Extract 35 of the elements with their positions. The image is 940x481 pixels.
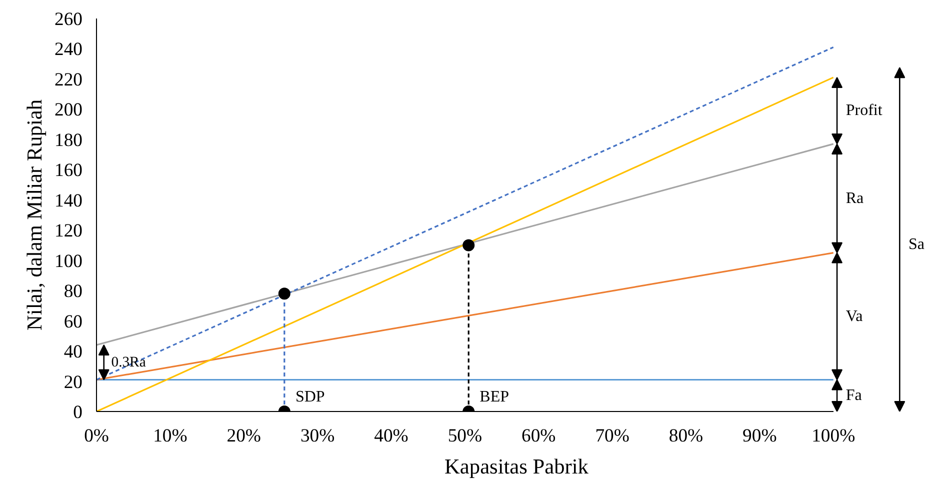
x-tick-label: 90% — [742, 426, 777, 446]
y-axis-title: Nilai, dalam Miliar Rupiah — [22, 99, 47, 331]
y-tick-label: 180 — [54, 130, 82, 151]
y-tick-label: 80 — [64, 281, 82, 302]
x-tick-label: 80% — [668, 426, 704, 446]
y-tick-label: 220 — [54, 69, 82, 90]
y-tick-label: 260 — [54, 9, 82, 30]
y-tick-label: 60 — [64, 311, 82, 332]
y-tick-label: 20 — [64, 372, 82, 393]
y-tick-label: 120 — [54, 220, 82, 242]
annotation: BEP — [480, 388, 510, 406]
x-tick-label: 70% — [595, 426, 630, 446]
x-tick-label: 40% — [374, 426, 408, 446]
y-tick-label: 40 — [64, 342, 82, 363]
x-tick-label: 100% — [812, 426, 856, 446]
x-tick-label: 0% — [84, 426, 109, 446]
annotation: 0.3Ra — [111, 354, 146, 370]
x-tick-label: 10% — [153, 426, 188, 446]
x-tick-label: 30% — [300, 426, 335, 446]
x-axis-title: Kapasitas Pabrik — [444, 454, 589, 478]
y-tick-label: 160 — [54, 160, 82, 182]
x-tick-label: 20% — [226, 426, 261, 446]
y-tick-label: 0 — [73, 402, 82, 423]
x-tick-label: 60% — [522, 426, 556, 446]
text: Fa — [846, 387, 862, 404]
text: Ra — [846, 190, 864, 207]
text: Sa — [908, 236, 924, 253]
y-tick-label: 200 — [54, 100, 82, 121]
y-tick-label: 240 — [54, 39, 82, 60]
annotation: SDP — [295, 388, 325, 406]
y-tick-label: 140 — [54, 190, 82, 212]
text: Profit — [846, 102, 883, 120]
y-tick-label: 100 — [54, 250, 82, 272]
x-tick-label: 50% — [448, 426, 482, 446]
text: Va — [846, 308, 863, 325]
